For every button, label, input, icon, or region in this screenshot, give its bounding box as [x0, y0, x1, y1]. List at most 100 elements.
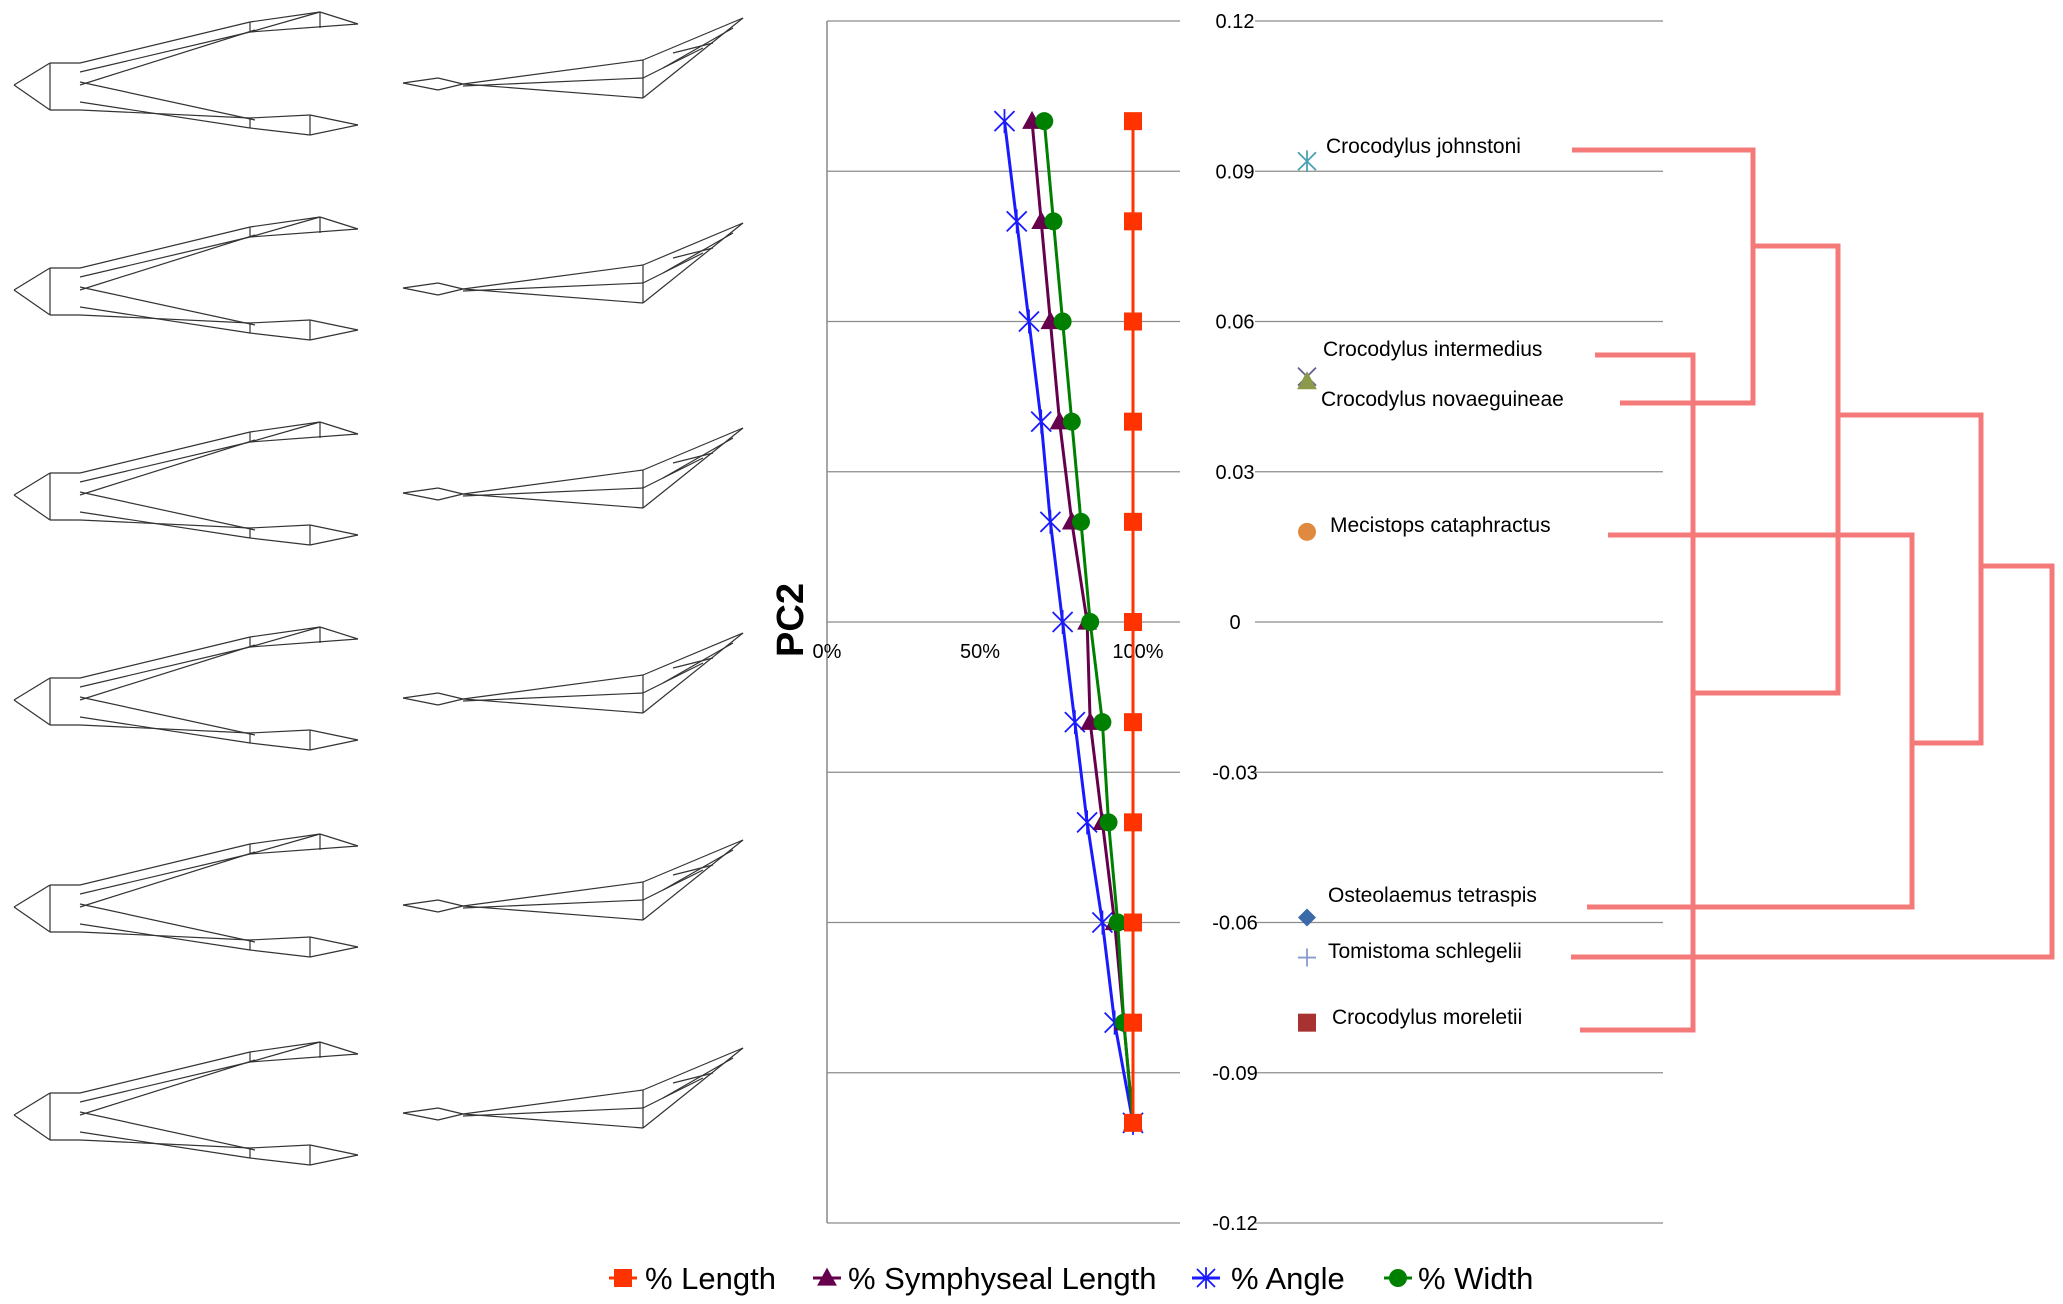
jaw-edge	[79, 931, 251, 941]
jaw-edge	[309, 114, 359, 126]
jaw-edge	[462, 493, 644, 509]
species-label: Crocodylus intermedius	[1323, 338, 1542, 361]
jaw-side-view	[402, 222, 744, 304]
jaw-top-view	[13, 11, 359, 136]
data-point	[1099, 813, 1118, 832]
phylogeny-tree	[1571, 147, 2055, 1033]
species-marker	[1298, 908, 1316, 927]
species-marker	[1298, 948, 1316, 967]
species-label: Osteolaemus tetraspis	[1328, 884, 1537, 907]
jaw-edge	[79, 286, 256, 326]
jaw-edge	[13, 906, 51, 933]
jaw-edge	[462, 881, 644, 907]
tree-branch	[1571, 563, 2055, 960]
y-tick-label: -0.09	[1212, 1063, 1258, 1085]
jaw-edge	[642, 839, 744, 883]
data-point	[1108, 913, 1127, 932]
jaw-edge	[79, 1059, 256, 1116]
data-point	[1018, 309, 1040, 334]
species-label: Crocodylus moreletii	[1332, 1006, 1522, 1029]
jaw-edge	[309, 524, 359, 536]
jaw-edge	[13, 677, 51, 701]
data-point	[1051, 610, 1074, 634]
jaw-edge	[79, 101, 251, 129]
jaw-edge	[662, 27, 734, 69]
jaw-edge	[79, 81, 256, 121]
jaw-edge	[642, 839, 744, 921]
jaw-edge	[662, 1057, 734, 1099]
jaw-edge	[13, 472, 51, 496]
jaw-edge	[462, 59, 644, 85]
data-point	[1035, 112, 1054, 131]
jaw-edge	[319, 833, 359, 847]
jaw-edge	[309, 319, 359, 331]
jaw-edge	[79, 519, 251, 529]
jaw-edge	[13, 1092, 51, 1116]
y-tick-label: 0.03	[1216, 462, 1255, 484]
jaw-edge	[462, 469, 644, 495]
jaw-edge	[13, 494, 51, 521]
legend: % Length % Symphyseal Length % Angle % Widt…	[609, 1261, 1533, 1296]
jaw-top-view	[13, 421, 359, 546]
data-point	[1062, 412, 1081, 431]
jaw-edge	[662, 437, 734, 479]
jaw-edge	[437, 1107, 464, 1115]
jaw-edge	[249, 228, 359, 238]
legend-label: % Length	[645, 1261, 776, 1296]
jaw-edge	[672, 657, 714, 669]
data-point	[1124, 1013, 1142, 1032]
tree-branch	[1838, 412, 1984, 746]
jaw-edge	[462, 905, 644, 921]
jaw-side-view	[402, 1047, 744, 1129]
jaw-edge	[79, 21, 251, 64]
jaw-side-view	[402, 839, 744, 921]
jaw-edge	[249, 433, 359, 443]
jaw-edge	[79, 29, 256, 86]
jaw-edge	[249, 936, 311, 941]
species-entry: Crocodylus johnstoni	[1297, 135, 1521, 173]
y-tick-label: -0.06	[1212, 913, 1258, 935]
jaw-edge	[672, 42, 714, 54]
jaw-edge	[402, 692, 439, 699]
jaw-edge	[249, 949, 311, 958]
jaw-wireframes	[13, 11, 744, 1166]
jaw-edge	[79, 636, 251, 679]
jaw-edge	[402, 82, 439, 91]
jaw-edge	[402, 77, 439, 84]
jaw-edge	[249, 1041, 321, 1053]
jaw-edge	[249, 833, 321, 855]
jaw-edge	[319, 421, 359, 435]
jaw-edge	[79, 1111, 256, 1151]
jaw-edge	[79, 314, 251, 324]
species-label: Tomistoma schlegelii	[1328, 940, 1522, 963]
jaw-edge	[462, 692, 644, 702]
species-entry: Osteolaemus tetraspis	[1298, 884, 1537, 927]
jaw-edge	[642, 252, 704, 284]
data-point	[1124, 312, 1142, 331]
jaw-edge	[79, 1139, 251, 1149]
data-point	[1124, 412, 1142, 431]
jaw-edge	[79, 644, 256, 701]
jaw-edge	[642, 47, 704, 79]
jaw-edge	[79, 109, 251, 119]
legend-item: % Width	[1384, 1261, 1533, 1296]
jaw-edge	[402, 697, 439, 706]
species-entry: Tomistoma schlegelii	[1298, 940, 1522, 967]
y-tick-label: 0	[1229, 612, 1240, 634]
jaw-edge	[249, 1144, 311, 1149]
jaw-edge	[462, 288, 644, 304]
series-group	[993, 109, 1144, 1135]
jaw-edge	[437, 1113, 464, 1121]
data-point	[1044, 212, 1063, 231]
jaw-edge	[79, 1061, 251, 1103]
gridlines	[827, 20, 1663, 1224]
legend-label: % Angle	[1231, 1261, 1345, 1296]
jaw-edge	[309, 329, 359, 341]
jaw-edge	[642, 632, 744, 676]
jaw-edge	[402, 492, 439, 501]
jaw-edge	[79, 724, 251, 734]
jaw-edge	[79, 31, 251, 73]
y-tick-label: -0.03	[1212, 762, 1258, 784]
legend-marker	[1389, 1269, 1407, 1287]
jaw-side-view	[402, 427, 744, 509]
